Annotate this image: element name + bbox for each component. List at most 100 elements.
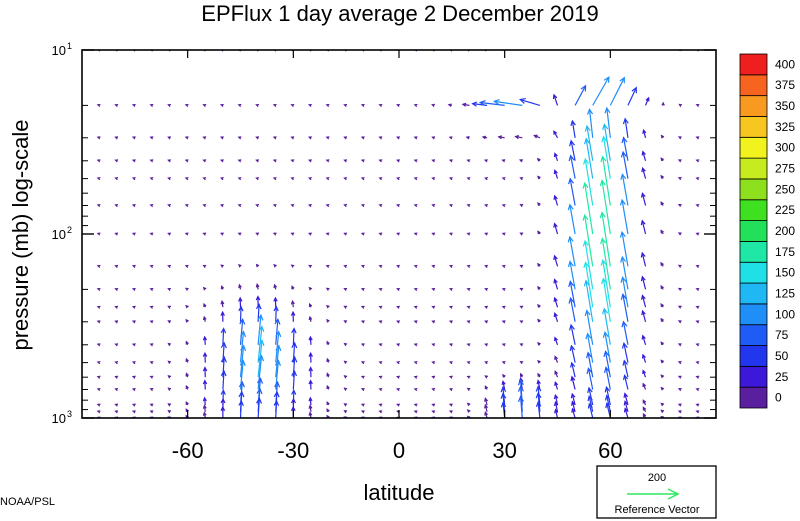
flux-vector (219, 232, 224, 236)
flux-vector (660, 409, 665, 413)
flux-vector (131, 203, 136, 208)
flux-vector (466, 409, 471, 413)
flux-vector (622, 117, 629, 138)
flux-vector (202, 411, 207, 418)
flux-vector (537, 202, 541, 206)
flux-vector (501, 305, 506, 309)
flux-vector (448, 305, 453, 309)
flux-vector (484, 375, 489, 379)
colorbar-box (739, 261, 768, 284)
flux-vector (677, 159, 682, 163)
flux-vector (114, 264, 119, 269)
flux-vector (553, 336, 559, 345)
flux-vector (273, 305, 279, 322)
flux-vector (378, 287, 383, 292)
flux-vector (308, 232, 312, 236)
flux-vector (568, 296, 576, 322)
flux-vector (501, 177, 506, 181)
flux-vector (308, 302, 313, 308)
flux-vector (641, 294, 647, 308)
flux-vector (677, 320, 682, 324)
flux-vector (131, 320, 136, 324)
colorbar-box (739, 116, 768, 138)
flux-vector (567, 235, 576, 267)
flux-vector (570, 375, 576, 390)
flux-vector (448, 387, 453, 392)
flux-vector (574, 84, 587, 106)
flux-vector (114, 410, 119, 414)
flux-vector (255, 177, 260, 181)
flux-vector (536, 157, 541, 162)
colorbar-box (739, 157, 768, 180)
flux-vector (587, 402, 594, 418)
flux-vector (586, 367, 594, 390)
flux-vector (202, 136, 207, 140)
flux-vector (149, 305, 154, 309)
flux-vector (466, 375, 471, 379)
flux-vector (273, 399, 280, 418)
x-tick-label: 0 (393, 438, 405, 463)
flux-vector (553, 194, 559, 206)
flux-vector (641, 353, 647, 363)
flux-vector (431, 203, 436, 208)
flux-vector (272, 159, 277, 163)
colorbar-label: 275 (775, 162, 795, 176)
flux-vector (535, 385, 542, 406)
flux-vector (343, 203, 348, 208)
colorbar: 0 25 50 75 100 125 150 175 200 225 250 275 300 325 350… (739, 53, 795, 409)
flux-vector (114, 361, 119, 365)
flux-vector (114, 287, 119, 292)
colorbar-box (739, 303, 768, 326)
flux-vector (660, 359, 665, 364)
flux-vector (96, 410, 101, 414)
flux-vector (396, 375, 400, 379)
colorbar-label: 225 (775, 203, 795, 217)
flux-vector (185, 340, 189, 346)
flux-vector (448, 343, 453, 347)
flux-vector (308, 351, 313, 363)
flux-vector (623, 400, 629, 412)
flux-vector (677, 232, 682, 236)
flux-vector (325, 159, 330, 163)
flux-vector (484, 177, 488, 181)
flux-vector (484, 232, 488, 236)
flux-vector (255, 136, 260, 140)
flux-vector (660, 261, 664, 267)
flux-vector (272, 136, 277, 140)
flux-vector (396, 159, 400, 163)
flux-vector (571, 407, 576, 418)
flux-vector (448, 264, 453, 269)
colorbar-box (739, 220, 768, 242)
flux-vector (167, 159, 171, 163)
flux-vector (466, 305, 471, 309)
colorbar-label: 300 (775, 141, 795, 155)
flux-vector (431, 375, 436, 379)
flux-vector (238, 263, 242, 268)
flux-vector (484, 385, 489, 390)
flux-vector (114, 387, 119, 392)
flux-vector (448, 177, 453, 181)
flux-vector (642, 382, 647, 390)
flux-vector (641, 166, 647, 179)
colorbar-label: 0 (775, 391, 782, 405)
flux-vector (413, 287, 418, 292)
flux-vector (255, 282, 260, 290)
flux-vector (220, 299, 225, 308)
flux-vector (378, 343, 383, 347)
flux-vector (149, 410, 154, 414)
flux-vector (553, 254, 559, 267)
flux-vector (603, 350, 611, 378)
flux-vector (537, 341, 541, 346)
flux-vector (501, 203, 506, 208)
flux-vector (553, 296, 559, 308)
flux-vector (325, 203, 330, 208)
flux-vector (273, 263, 277, 268)
flux-vector (413, 159, 418, 163)
flux-vector (149, 159, 154, 163)
flux-vector (413, 305, 418, 309)
flux-vector (413, 410, 418, 414)
flux-vector (274, 318, 281, 345)
flux-vector (677, 410, 682, 414)
flux-vector (695, 287, 700, 292)
flux-vector (343, 403, 348, 407)
